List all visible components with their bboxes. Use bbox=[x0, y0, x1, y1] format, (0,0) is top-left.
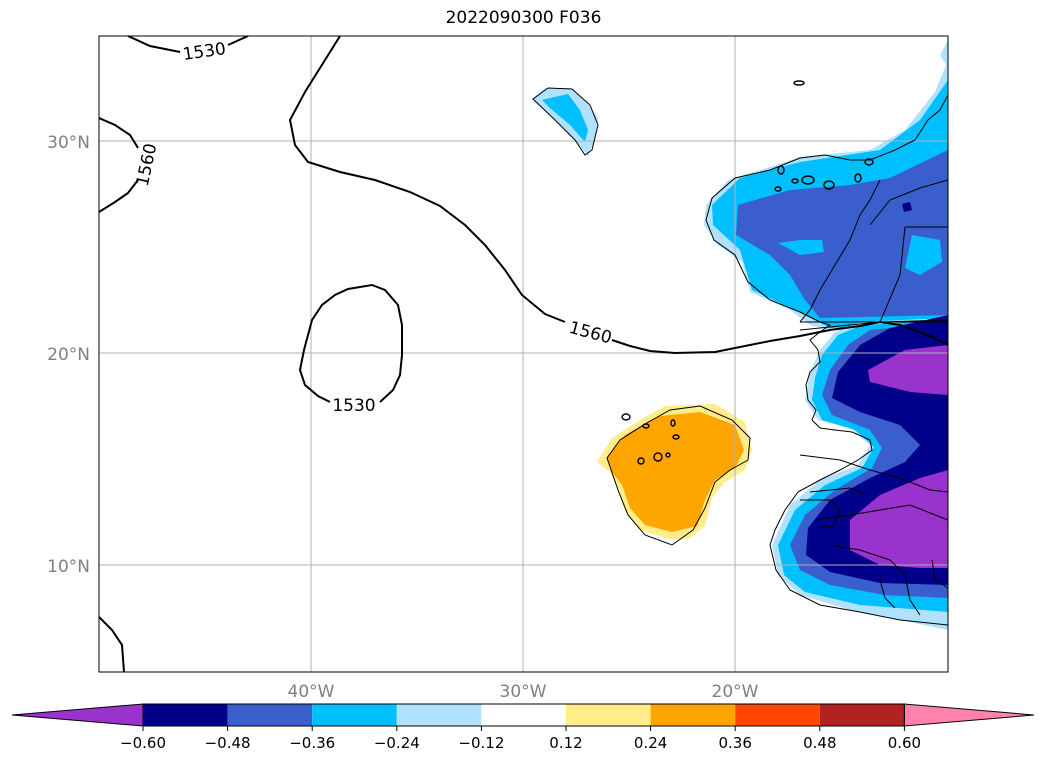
colorbar-tick-label: 0.60 bbox=[888, 734, 921, 752]
colorbar-tick-label: 0.48 bbox=[803, 734, 836, 752]
negative-anomaly-north bbox=[704, 40, 948, 330]
contour-lines bbox=[99, 36, 948, 672]
colorbar-tick-label: −0.24 bbox=[374, 734, 420, 752]
colorbar-tick-label: 0.12 bbox=[549, 734, 582, 752]
colorbar-segment bbox=[650, 704, 736, 726]
colorbar-tick-label: −0.36 bbox=[289, 734, 335, 752]
colorbar-tick-label: −0.48 bbox=[205, 734, 251, 752]
lat-label: 30°N bbox=[47, 133, 90, 153]
colorbar-segment bbox=[819, 704, 905, 726]
lon-label: 20°W bbox=[712, 682, 759, 702]
coastlines bbox=[532, 87, 948, 626]
colorbar-segment bbox=[312, 704, 397, 726]
colorbar-tick-label: −0.12 bbox=[458, 734, 504, 752]
colorbar-segment bbox=[143, 704, 228, 726]
colorbar-tick-label: 0.36 bbox=[718, 734, 751, 752]
colorbar-segment bbox=[735, 704, 820, 726]
colorbar-segment bbox=[566, 704, 651, 726]
colorbar-segment bbox=[481, 704, 566, 726]
lon-label: 30°W bbox=[500, 682, 547, 702]
gridlines bbox=[99, 36, 948, 672]
longitude-labels: 40°W 30°W 20°W bbox=[288, 682, 759, 702]
lon-label: 40°W bbox=[288, 682, 335, 702]
islands bbox=[621, 80, 874, 465]
positive-anomaly-cape-verde bbox=[597, 404, 752, 540]
negative-anomaly-south bbox=[772, 315, 948, 630]
map-title: 2022090300 F036 bbox=[445, 8, 602, 28]
colorbar-outline bbox=[142, 703, 905, 727]
lat-label: 20°N bbox=[47, 345, 90, 365]
colorbar-segment bbox=[227, 704, 313, 726]
latitude-labels: 30°N 20°N 10°N bbox=[47, 133, 90, 577]
lat-label: 10°N bbox=[47, 557, 90, 577]
colorbar-extend-max bbox=[903, 703, 1035, 727]
map-plot-area: 1530 1560 1560 1530 bbox=[99, 36, 948, 672]
colorbar-tick-label: −0.60 bbox=[120, 734, 166, 752]
negative-anomaly-small bbox=[532, 88, 598, 156]
colorbar-segment bbox=[396, 704, 482, 726]
colorbar-extend-min bbox=[11, 703, 144, 727]
colorbar: −0.60 −0.48 −0.36 −0.24 −0.12 0.12 0.24 0.36 0.4… bbox=[11, 703, 1035, 752]
contour-label: 1530 bbox=[332, 396, 375, 416]
colorbar-tick-label: 0.24 bbox=[634, 734, 667, 752]
map-frame bbox=[98, 35, 949, 673]
